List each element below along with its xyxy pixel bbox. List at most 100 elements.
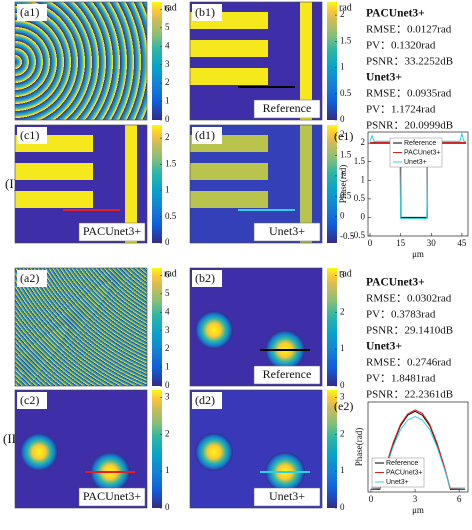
image-panel: (d1) Unet3+	[189, 124, 323, 244]
colorbar-tick-label: 0	[340, 114, 345, 124]
y-tick-label: 1	[361, 174, 366, 184]
panel-caption: PACUnet3+	[83, 489, 142, 503]
image-panel: (d2) Unet3+	[189, 389, 323, 509]
legend-label: Unet3+	[404, 159, 427, 166]
y-axis-label: Phase(rad)	[354, 428, 364, 466]
bar-pattern	[15, 191, 93, 208]
caption-box	[78, 487, 146, 507]
x-tick-label: 0	[369, 494, 374, 504]
colorbar	[327, 390, 337, 508]
phase-map	[15, 2, 147, 120]
bar-pattern	[300, 2, 312, 120]
bar-pattern	[300, 125, 312, 243]
metric-line: RMSE：0.0127rad	[366, 24, 452, 36]
colorbar-tick-label: 1	[165, 362, 170, 372]
x-tick-label: 30	[427, 238, 437, 248]
colorbar-tick-label: 4	[165, 40, 170, 50]
metric-line: PV：1.8481rad	[366, 373, 436, 385]
colorbar-tick-label: 1	[340, 465, 345, 475]
x-tick-label: 3	[413, 494, 418, 504]
metric-line: PV：0.1320rad	[366, 40, 436, 52]
colorbar-tick-label: 2	[340, 428, 345, 438]
bar-pattern	[190, 40, 268, 57]
caption-box	[253, 222, 321, 242]
y-axis-label: Phase(rad)	[338, 165, 348, 203]
colorbar-tick-label: 1.5	[340, 150, 352, 160]
colorbar-tick-label: 0	[165, 502, 170, 512]
colorbar-tick-label: 0	[165, 237, 170, 247]
border	[189, 267, 323, 387]
label-box	[192, 392, 222, 409]
legend-label: PACUnet3+	[404, 149, 441, 156]
caption-box	[253, 487, 321, 507]
colorbar-tick-label: 0	[165, 380, 170, 390]
colorbar-tick-label: 3	[165, 325, 170, 335]
colorbar-tick-label: 0.5	[165, 211, 177, 221]
colorbar-tick-label: 1	[165, 96, 170, 106]
image-panel: (a1)	[14, 1, 148, 121]
x-axis-label: μm	[412, 249, 424, 259]
colorbar-tick-label: 4	[165, 306, 170, 316]
image-panel: (b1) Reference	[189, 1, 323, 121]
colorbar	[152, 390, 162, 508]
metric-line: RMSE：0.0935rad	[366, 88, 452, 100]
metric-line: PV：1.1724rad	[366, 104, 436, 116]
colorbar-title: rad	[339, 2, 352, 13]
colorbar	[327, 268, 337, 386]
metric-heading: Unet3+	[366, 72, 402, 84]
border	[189, 1, 323, 121]
metric-line: RMSE：0.2746rad	[366, 357, 452, 369]
label-box	[17, 127, 47, 144]
colorbar-tick-label: 0.5	[340, 190, 352, 200]
label-box	[17, 270, 47, 287]
metric-line: PSNR：22.2361dB	[366, 389, 453, 401]
colorbar-tick-label: 1	[165, 185, 170, 195]
bar-pattern	[190, 163, 268, 180]
metric-line: PSNR：33.2252dB	[366, 56, 453, 68]
legend-label: Reference	[404, 140, 436, 147]
border	[14, 1, 148, 121]
colorbar	[327, 2, 337, 120]
colorbar-tick-label: 1	[340, 343, 345, 353]
bar-pattern	[190, 68, 268, 85]
chart-label: (e2)	[334, 399, 353, 413]
metric-line: PSNR：29.1410dB	[366, 325, 453, 337]
panel-label: (b2)	[195, 271, 215, 285]
metric-heading: PACUnet3+	[366, 277, 425, 289]
metric-line: RMSE：0.0302rad	[366, 293, 452, 305]
colorbar-tick-label: 3	[165, 59, 170, 69]
panel-label: (a1)	[20, 5, 39, 19]
series-line	[369, 132, 466, 219]
colorbar-tick-label: 0	[165, 114, 170, 124]
border	[14, 267, 148, 387]
legend-label: Reference	[386, 460, 418, 467]
colorbar-tick-label: 1	[165, 465, 170, 475]
y-tick-label: 0	[361, 211, 366, 221]
y-tick-label: -0.5	[351, 230, 366, 240]
colorbar-tick-label: 1	[340, 62, 345, 72]
panel-label: (d1)	[195, 128, 215, 142]
panel-caption: PACUnet3+	[83, 224, 142, 238]
colorbar	[152, 2, 162, 120]
bar-pattern	[125, 125, 137, 243]
metric-heading: Unet3+	[366, 341, 402, 353]
colorbar-tick-label: 0	[340, 211, 345, 221]
metric-line: PSNR：20.0999dB	[366, 120, 453, 132]
bar-pattern	[190, 191, 268, 208]
y-tick-label: 0.5	[354, 193, 366, 203]
label-box	[192, 4, 222, 21]
legend-label: Unet3+	[386, 479, 409, 486]
colorbar-tick-label: 2	[165, 132, 170, 142]
colorbar	[327, 125, 337, 243]
colorbar-title: rad	[339, 268, 352, 279]
label-box	[192, 270, 222, 287]
label-box	[17, 4, 47, 21]
colorbar-tick-label: 1.5	[340, 35, 352, 45]
phase-spot	[195, 311, 233, 349]
colorbar-tick-label: 5	[165, 22, 170, 32]
label-box	[17, 392, 47, 409]
x-axis-label: μm	[412, 505, 424, 515]
panel-caption: Unet3+	[269, 489, 305, 503]
